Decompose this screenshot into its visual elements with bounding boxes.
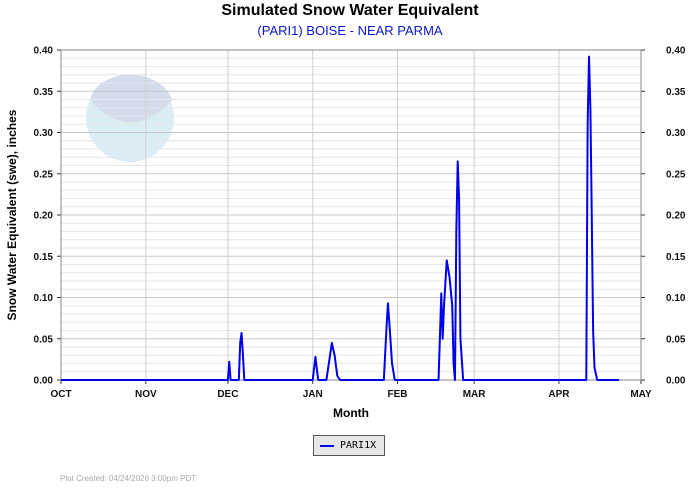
- y-tick-label-right: 0.25: [666, 169, 686, 180]
- chart-title: Simulated Snow Water Equivalent: [221, 2, 479, 19]
- x-tick-label: JAN: [303, 389, 323, 400]
- x-tick-label: APR: [548, 389, 570, 400]
- y-tick-label: 0.20: [34, 211, 54, 222]
- x-tick-label: MAY: [630, 389, 652, 400]
- plot-created-footer: Plot Created: 04/24/2026 3:00pm PDT: [60, 474, 197, 483]
- x-tick-label: NOV: [135, 389, 157, 400]
- y-tick-label-right: 0.20: [666, 211, 686, 222]
- y-tick-label-right: 0.05: [666, 334, 686, 345]
- y-tick-label: 0.35: [34, 87, 54, 98]
- x-tick-label: FEB: [388, 389, 408, 400]
- x-tick-label: OCT: [50, 389, 71, 400]
- y-tick-label: 0.30: [34, 128, 54, 139]
- y-tick-label-right: 0.40: [666, 46, 686, 57]
- y-tick-label-right: 0.00: [666, 376, 686, 387]
- y-tick-label-right: 0.10: [666, 293, 686, 304]
- x-tick-label: MAR: [463, 389, 487, 400]
- x-tick-label: DEC: [217, 389, 238, 400]
- x-axis-label: Month: [333, 406, 369, 420]
- y-tick-label: 0.40: [34, 46, 54, 57]
- y-tick-label: 0.10: [34, 293, 54, 304]
- y-axis-label: Snow Water Equivalent (swe), inches: [5, 109, 19, 320]
- y-tick-label: 0.15: [34, 252, 54, 263]
- chart-subtitle: (PARI1) BOISE - NEAR PARMA: [257, 23, 443, 38]
- legend-label: PARI1X: [340, 440, 377, 451]
- y-tick-label: 0.25: [34, 169, 54, 180]
- legend: PARI1X: [313, 435, 385, 456]
- series-line-PARI1X: [61, 55, 620, 381]
- y-tick-label-right: 0.15: [666, 252, 686, 263]
- y-tick-label: 0.00: [34, 376, 54, 387]
- y-tick-label-right: 0.30: [666, 128, 686, 139]
- legend-swatch: [320, 444, 334, 447]
- y-tick-label-right: 0.35: [666, 87, 686, 98]
- y-tick-label: 0.05: [34, 334, 54, 345]
- noaa-logo: [86, 74, 174, 162]
